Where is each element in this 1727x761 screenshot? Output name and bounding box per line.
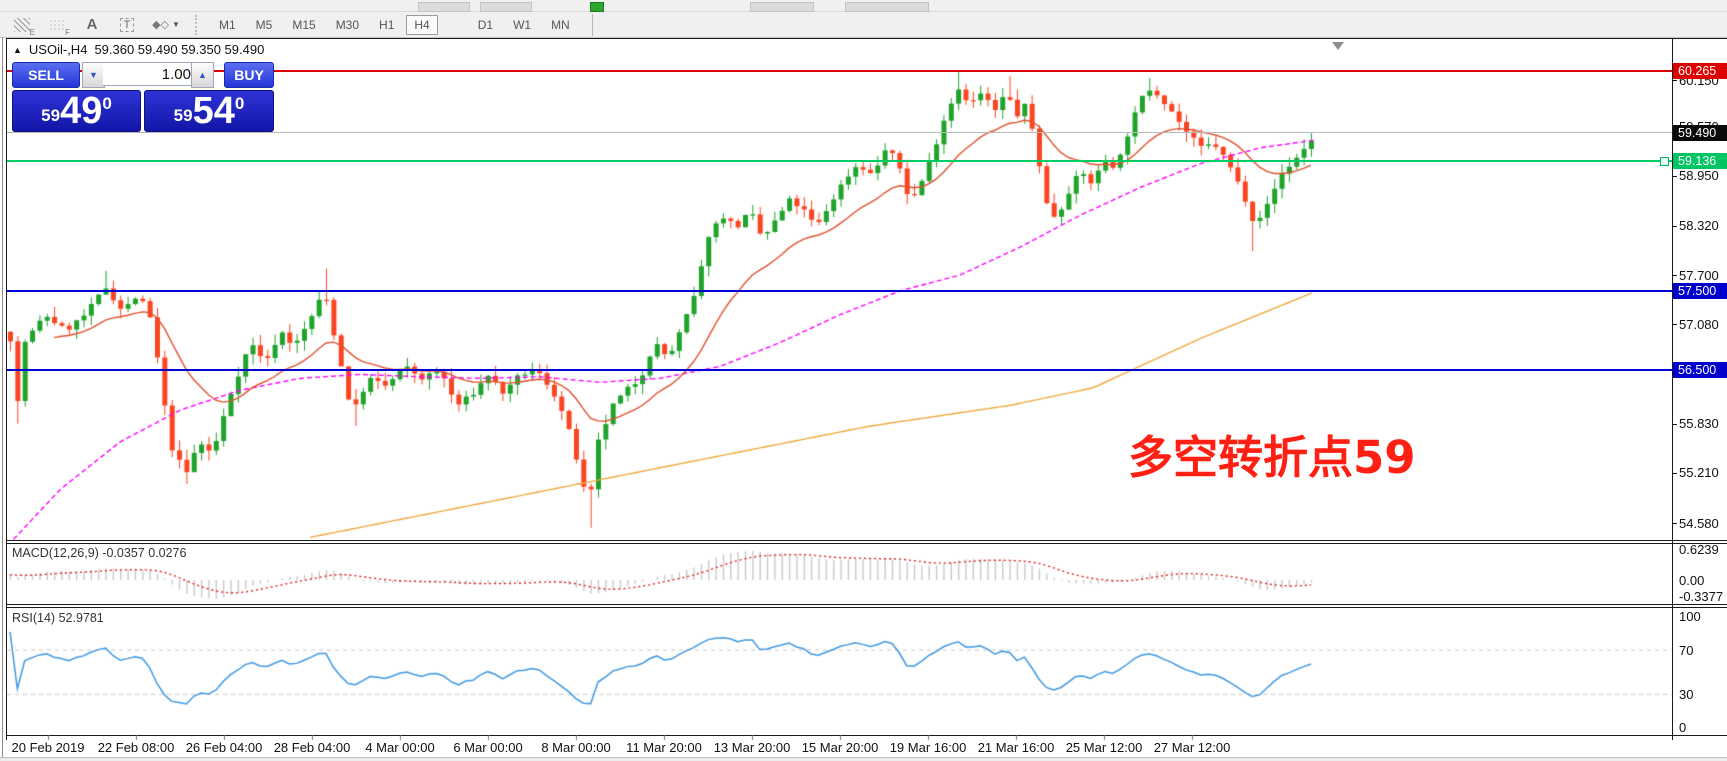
price-tick-mark	[1672, 80, 1677, 82]
buy-price-display[interactable]: 59 54 0	[144, 90, 274, 132]
buy-button[interactable]: BUY	[224, 62, 274, 88]
macd-value-main: -0.0357	[102, 546, 145, 560]
rsi-label: RSI(14) 52.9781	[12, 611, 104, 625]
buy-price-sup: 0	[234, 94, 245, 113]
symbol-name: USOil-,H4	[28, 42, 88, 57]
caret-down-icon: ▼	[89, 70, 98, 80]
price-tick-mark	[1672, 423, 1677, 425]
sell-button-label: SELL	[28, 67, 64, 83]
buy-price-big: 54	[192, 90, 235, 133]
date-axis-label: 6 Mar 00:00	[453, 740, 523, 755]
caret-up-icon: ▲	[198, 70, 207, 80]
symbol-ohlc: 59.360 59.490 59.350 59.490	[94, 42, 265, 57]
sell-button[interactable]: SELL	[12, 62, 80, 88]
volume-input[interactable]	[103, 62, 200, 86]
volume-down-button[interactable]: ▼	[82, 62, 105, 88]
price-tick-label: 55.210	[1679, 465, 1719, 481]
horizontal-level-line-57.5[interactable]	[7, 289, 1672, 292]
rsi-name: RSI(14)	[12, 611, 56, 625]
price-tick-label: 58.320	[1679, 218, 1719, 234]
rsi-axis-label: 0	[1679, 720, 1687, 736]
horizontal-level-line-56.5[interactable]	[7, 369, 1672, 372]
macd-axis-label: 0.6239	[1679, 542, 1719, 558]
price-tick-mark	[1672, 523, 1677, 525]
price-tick-mark	[1672, 275, 1677, 276]
buy-button-label: BUY	[234, 67, 264, 83]
price-tick-mark	[1672, 225, 1677, 227]
date-axis-label: 13 Mar 20:00	[713, 740, 791, 755]
rsi-value: 52.9781	[58, 611, 104, 625]
sell-price-sup: 0	[102, 94, 112, 113]
price-tick-mark	[1672, 324, 1677, 326]
date-axis-label: 20 Feb 2019	[11, 740, 85, 755]
price-tag-56.500: 56.500	[1673, 362, 1727, 379]
horizontal-level-line-59.136[interactable]	[7, 159, 1672, 162]
sell-price-small: 59	[41, 106, 61, 125]
price-tick-label: 58.950	[1679, 168, 1719, 184]
macd-axis-label: 0.00	[1679, 572, 1705, 588]
macd-label: MACD(12,26,9) -0.0357 0.0276	[12, 546, 186, 560]
price-tag-59.490: 59.490	[1673, 124, 1727, 141]
date-axis-label: 19 Mar 16:00	[889, 740, 967, 755]
price-tick-label: 57.080	[1679, 316, 1719, 332]
price-tick-label: 57.700	[1679, 267, 1719, 283]
price-tick-label: 54.580	[1679, 515, 1719, 531]
date-axis-label: 11 Mar 20:00	[626, 740, 702, 755]
price-tag-59.136: 59.136	[1673, 152, 1727, 169]
macd-value-signal: 0.0276	[148, 546, 187, 560]
date-axis-label: 22 Feb 08:00	[97, 740, 175, 755]
status-bar	[0, 757, 1727, 761]
price-tick-label: 55.830	[1679, 416, 1719, 432]
price-tag-60.265: 60.265	[1673, 63, 1727, 80]
date-axis-label: 27 Mar 12:00	[1153, 740, 1231, 755]
symbol-marker-icon: ▲	[13, 44, 22, 55]
date-axis-label: 25 Mar 12:00	[1065, 740, 1143, 755]
level-line-handle[interactable]	[1660, 156, 1669, 166]
horizontal-level-line-60.265[interactable]	[7, 70, 1672, 73]
rsi-axis-label: 100	[1679, 609, 1701, 625]
rsi-axis-label: 70	[1679, 642, 1694, 658]
sell-price-big: 49	[60, 90, 103, 133]
buy-price-small: 59	[173, 106, 193, 125]
price-tag-57.500: 57.500	[1673, 282, 1727, 299]
date-axis-label: 15 Mar 20:00	[801, 740, 879, 755]
rsi-axis-label: 30	[1679, 686, 1694, 702]
macd-axis-label: -0.3377	[1679, 588, 1724, 604]
date-axis-label: 4 Mar 00:00	[365, 740, 435, 755]
date-axis-label: 21 Mar 16:00	[977, 740, 1055, 755]
date-axis-label: 28 Feb 04:00	[273, 740, 351, 755]
macd-name: MACD(12,26,9)	[12, 546, 99, 560]
symbol-info: ▲ USOil-,H4 59.360 59.490 59.350 59.490	[13, 42, 264, 57]
date-axis-label: 8 Mar 00:00	[541, 740, 611, 755]
horizontal-level-line-59.49[interactable]	[7, 132, 1672, 134]
sell-price-display[interactable]: 59 49 0	[12, 90, 141, 132]
volume-up-button[interactable]: ▲	[191, 62, 214, 88]
chart-text-annotation[interactable]: 多空转折点59	[1128, 431, 1416, 484]
price-tick-mark	[1672, 472, 1677, 474]
chart-shift-marker-icon[interactable]	[1332, 42, 1344, 50]
date-axis-label: 26 Feb 04:00	[185, 740, 263, 755]
price-tick-mark	[1672, 175, 1677, 177]
